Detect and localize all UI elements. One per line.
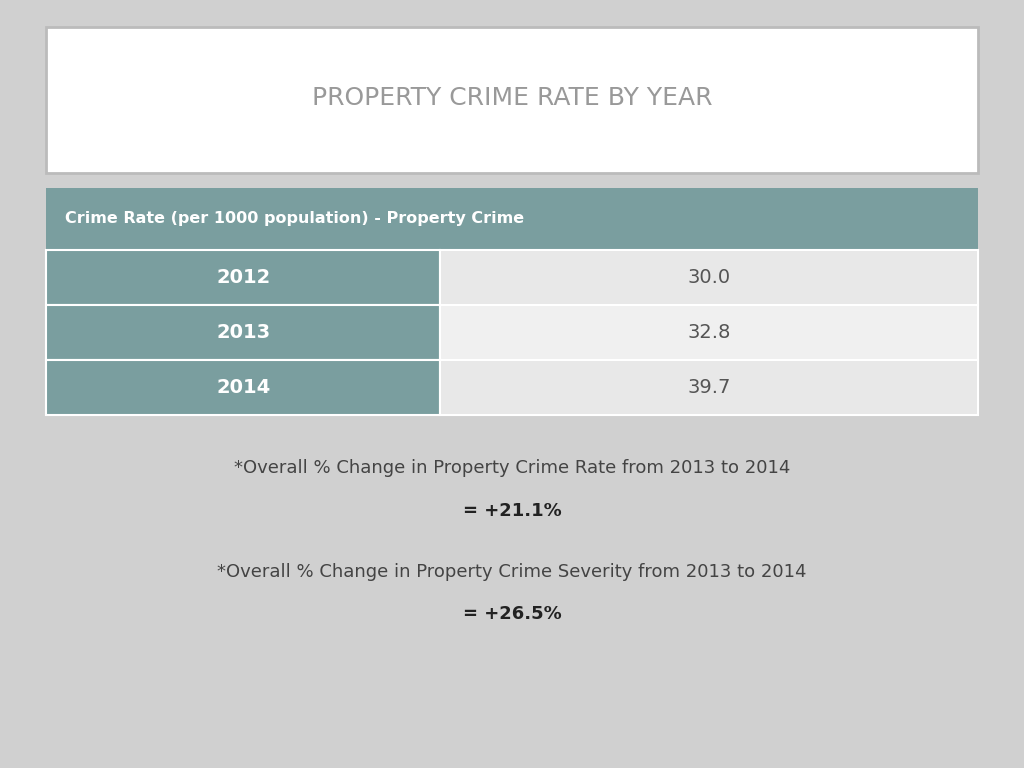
Text: *Overall % Change in Property Crime Rate from 2013 to 2014: *Overall % Change in Property Crime Rate… <box>233 459 791 478</box>
Text: 2014: 2014 <box>216 379 270 397</box>
Text: 39.7: 39.7 <box>687 379 731 397</box>
FancyBboxPatch shape <box>440 360 978 415</box>
FancyBboxPatch shape <box>46 188 978 250</box>
FancyBboxPatch shape <box>46 250 440 305</box>
Text: PROPERTY CRIME RATE BY YEAR: PROPERTY CRIME RATE BY YEAR <box>311 86 713 111</box>
FancyBboxPatch shape <box>440 250 978 305</box>
Text: 2012: 2012 <box>216 268 270 286</box>
Text: *Overall % Change in Property Crime Severity from 2013 to 2014: *Overall % Change in Property Crime Seve… <box>217 563 807 581</box>
Text: Crime Rate (per 1000 population) - Property Crime: Crime Rate (per 1000 population) - Prope… <box>65 211 523 227</box>
FancyBboxPatch shape <box>46 305 440 360</box>
Text: 32.8: 32.8 <box>687 323 731 342</box>
FancyBboxPatch shape <box>46 27 978 173</box>
FancyBboxPatch shape <box>46 360 440 415</box>
FancyBboxPatch shape <box>440 305 978 360</box>
Text: = +26.5%: = +26.5% <box>463 605 561 624</box>
Text: 2013: 2013 <box>216 323 270 342</box>
Text: = +21.1%: = +21.1% <box>463 502 561 520</box>
Text: 30.0: 30.0 <box>687 268 731 286</box>
